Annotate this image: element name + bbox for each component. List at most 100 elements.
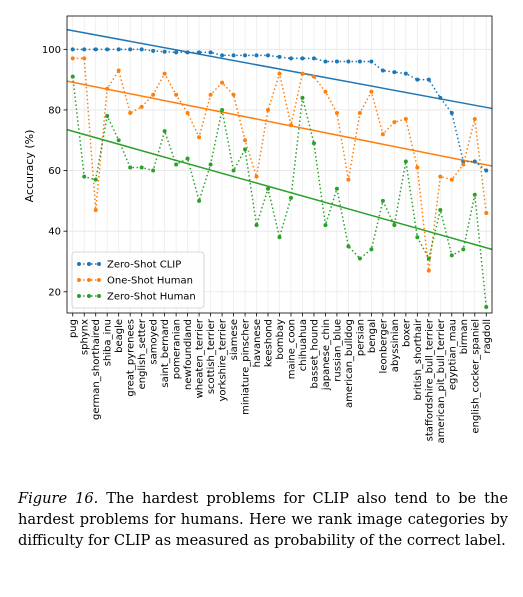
data-point [151,168,156,173]
legend-swatch-marker [97,278,101,282]
x-tick-label: beagle [114,319,125,353]
x-tick-label: english_cocker_spaniel [470,319,481,434]
series-lines [70,47,489,309]
data-point [197,50,202,55]
x-tick-label: pug [68,319,79,338]
x-tick-label: british_shorthair [413,318,424,400]
data-point [116,68,121,73]
legend-swatch-marker [97,294,101,298]
x-tick-label: maine_coon [286,319,297,379]
legend-swatch-marker [87,262,91,266]
y-tick-label: 80 [48,105,61,116]
x-tick-label: scottish_terrier [206,318,217,394]
data-point [254,223,259,228]
x-tick-label: persian [355,319,366,356]
data-point [266,186,271,191]
data-point [243,138,248,143]
data-point [392,70,397,75]
data-point [93,207,98,212]
data-point [243,147,248,152]
data-point [311,74,316,79]
x-tick-label: boxer [401,318,412,347]
data-point [139,47,144,52]
data-point [438,174,443,179]
data-point [449,110,454,115]
data-point [449,177,454,182]
data-point [472,192,477,197]
data-point [415,235,420,240]
legend-box [71,251,205,309]
data-point [70,47,75,52]
legend-label: Zero-Shot CLIP [107,260,181,271]
data-point [243,53,248,58]
y-ticks: 20 40 60 80 100 [42,45,67,298]
x-tick-label: siamese [229,319,240,360]
x-tick-label: newfoundland [183,319,194,390]
data-point [311,141,316,146]
data-point [484,168,489,173]
legend-swatch-marker [77,262,81,266]
y-tick-label: 20 [48,287,61,298]
data-point [128,165,133,170]
data-point [105,86,110,91]
data-point [288,195,293,200]
data-point [311,56,316,61]
data-point [438,95,443,100]
x-tick-label: yorkshire_terrier [218,318,229,401]
data-point [231,92,236,97]
data-point [300,71,305,76]
legend-item: One-Shot Human [77,276,193,287]
data-point [461,162,466,167]
data-point [426,256,431,261]
legend-item: Zero-Shot Human [77,292,196,303]
x-tick-label: egyptian_mau [447,319,458,390]
caption-text: The hardest problems for CLIP also tend … [18,490,509,549]
data-point [220,53,225,58]
data-point [323,89,328,94]
data-point [346,177,351,182]
x-ticks: pug sphynx german_shorthaired shiba_inu beag… [68,313,493,443]
data-point [162,49,167,54]
x-tick-label: bengal [367,319,378,353]
legend-swatch-marker [77,294,81,298]
x-tick-label: pomeranian [172,319,183,379]
data-point [357,59,362,64]
legend-item: Zero-Shot CLIP [77,260,181,271]
x-tick-label: american_pit_bull_terrier [436,318,447,443]
data-point [415,165,420,170]
data-point [93,47,98,52]
data-point [346,244,351,249]
x-tick-label: miniature_pinscher [241,318,252,415]
data-point [220,107,225,112]
data-point [415,77,420,82]
data-point [334,59,339,64]
data-point [220,80,225,85]
series-group [70,74,489,309]
data-point [82,47,87,52]
legend-swatch-marker [77,278,81,282]
series-group [70,56,489,273]
data-point [197,135,202,140]
x-tick-label: havanese [252,319,263,367]
data-point [174,92,179,97]
data-point [162,71,167,76]
data-point [208,162,213,167]
data-point [472,159,477,164]
data-point [266,53,271,58]
data-point [369,89,374,94]
data-point [82,174,87,179]
data-point [334,186,339,191]
x-tick-label: shiba_inu [103,319,114,366]
data-point [208,50,213,55]
x-tick-label: leonberger [378,318,389,373]
x-tick-label: great_pyrenees [126,319,137,397]
data-point [484,210,489,215]
data-point [82,56,87,61]
data-point [288,56,293,61]
data-point [105,47,110,52]
x-tick-label: keeshond [264,319,275,367]
data-point [369,59,374,64]
legend-swatch-marker [97,262,101,266]
data-point [357,256,362,261]
